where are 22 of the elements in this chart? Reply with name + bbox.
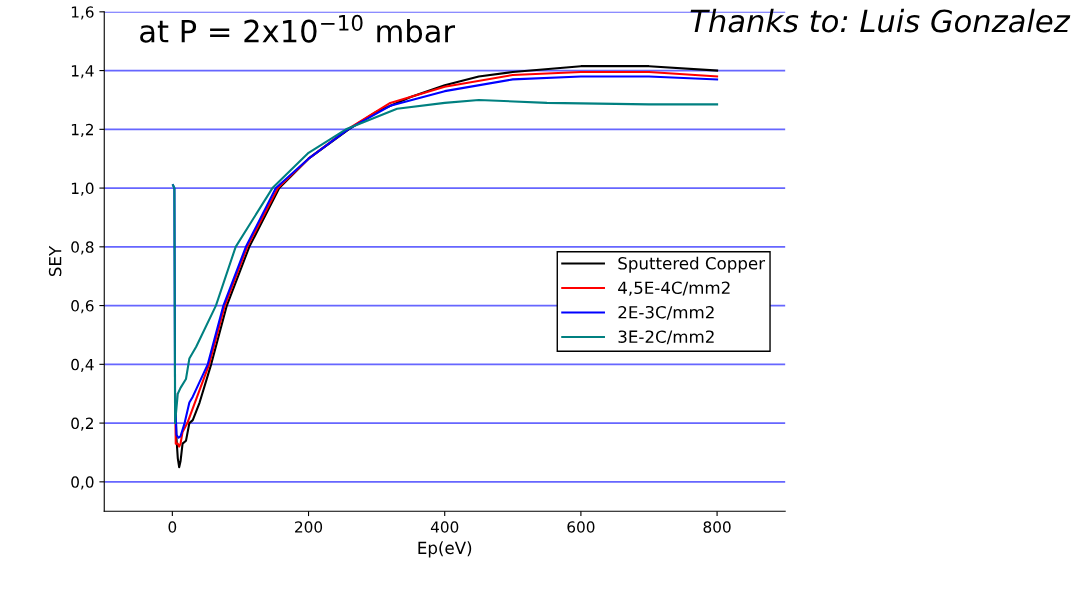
x-tick-label: 800: [703, 521, 731, 533]
y-tick-label: 1,0: [71, 182, 94, 196]
x-tick-label: 200: [295, 521, 323, 533]
y-tick-label: 1,4: [71, 65, 94, 79]
x-tick-label: 600: [567, 521, 595, 533]
legend-label: 4,5E-4C/mm2: [618, 281, 730, 296]
chart-title: at P = 2x10$^{−10}$ mbar: [140, 14, 455, 43]
y-tick-label: 0,6: [71, 300, 94, 314]
legend-label: 3E-2C/mm2: [618, 330, 714, 345]
y-tick-label: 1,6: [71, 6, 94, 20]
x-tick-label: 400: [430, 521, 459, 533]
legend-label: Sputtered Copper: [618, 256, 766, 273]
y-tick-label: 1,2: [71, 123, 93, 137]
annotation: Thanks to: Luis Gonzalez: [690, 8, 1071, 33]
y-tick-label: 0,4: [71, 358, 94, 372]
x-axis-title: Ep(eV): [418, 541, 472, 558]
y-axis-title: SEY: [48, 245, 62, 277]
y-tick-label: 0,0: [71, 476, 94, 490]
y-tick-label: 0,2: [71, 417, 93, 431]
y-tick-label: 0,8: [71, 241, 94, 255]
x-tick-label: 0: [168, 521, 177, 533]
legend-label: 2E-3C/mm2: [618, 305, 714, 320]
